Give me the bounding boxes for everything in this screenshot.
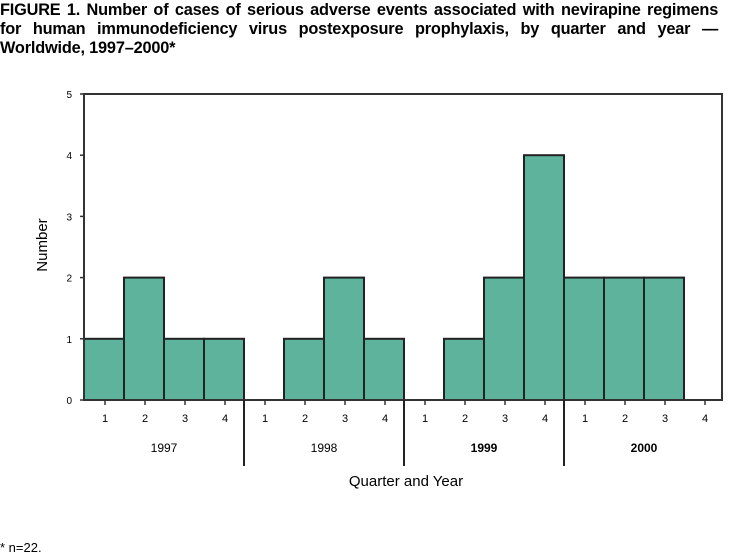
bar [283,337,325,401]
y-axis-label: Number [34,218,51,271]
x-tick-label: 2 [622,413,628,425]
x-tick-label: 3 [502,413,508,425]
x-tick-label: 2 [462,413,468,425]
x-tick-label: 4 [222,413,228,425]
bar [523,154,565,401]
y-tick-label: 1 [66,335,72,346]
x-tick-label: 2 [142,413,148,425]
x-axis-label: Quarter and Year [349,473,463,490]
x-tick-label: 3 [342,413,348,425]
y-tick-label: 4 [66,151,72,162]
x-tick-label: 4 [702,413,708,425]
x-tick-label: 2 [302,413,308,425]
x-tick-label: 1 [582,413,588,425]
bar [563,276,605,402]
x-tick-label: 1 [102,413,108,425]
x-tick-label: 1 [422,413,428,425]
chart-title: FIGURE 1. Number of cases of serious adv… [0,0,719,57]
bar [203,337,245,401]
y-tick-label: 3 [66,212,72,223]
x-tick-label: 3 [662,413,668,425]
bar [83,337,125,401]
year-label: 1997 [151,441,178,455]
bar [483,276,525,402]
year-label: 1998 [311,441,338,455]
bar [163,337,205,401]
x-tick-label: 3 [182,413,188,425]
y-tick-label: 2 [66,274,72,285]
y-tick-label: 0 [66,396,72,407]
bar [443,337,485,401]
bar [603,276,645,402]
x-tick-label: 4 [382,413,388,425]
footnote: * n=22. [0,540,42,555]
bar [323,276,365,402]
bar [123,276,165,402]
year-label: 2000 [631,441,658,455]
x-tick-label: 1 [262,413,268,425]
x-tick-label: 4 [542,413,548,425]
bar [643,276,685,402]
bar [363,337,405,401]
year-label: 1999 [471,441,498,455]
y-tick-label: 5 [66,90,72,101]
